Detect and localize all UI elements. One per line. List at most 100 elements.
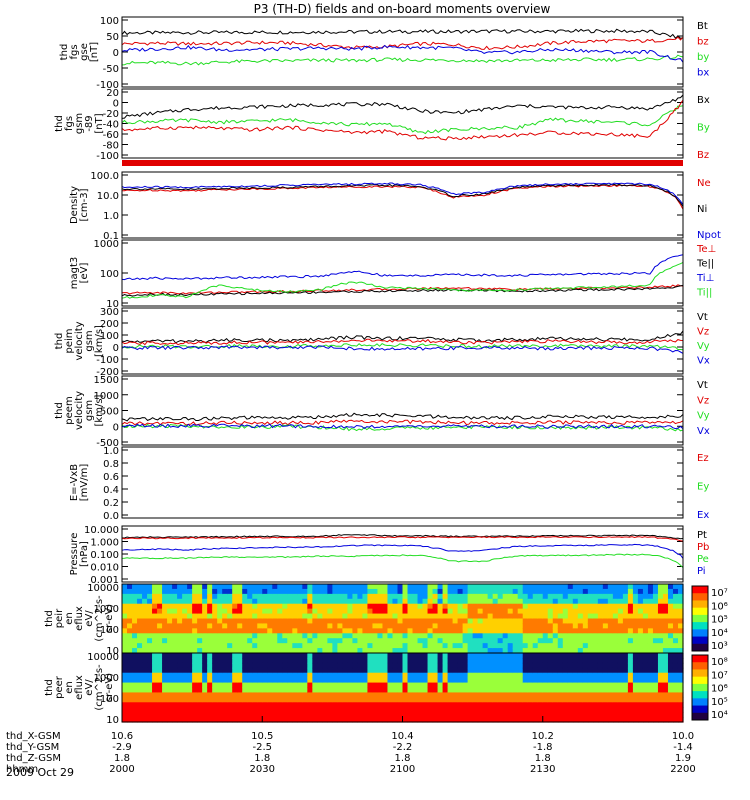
heatmap-cell [427,687,434,694]
heatmap-cell [307,717,313,723]
heatmap-cell [297,633,303,639]
heatmap-cell [427,584,434,590]
heatmap-cell [167,717,173,723]
heatmap-cell [642,608,649,615]
heatmap-cell [657,657,664,664]
heatmap-cell [157,593,163,600]
heatmap-cell [477,702,484,708]
ytick-label: -100 [96,80,119,91]
heatmap-cell [177,677,183,684]
heatmap-cell [417,598,424,605]
heatmap-cell [482,717,489,723]
heatmap-cell [627,638,634,644]
heatmap-cell [302,633,308,639]
ytick-label: 500 [100,407,119,418]
heatmap-cell [392,672,399,679]
heatmap-cell [447,662,454,669]
heatmap-cell [432,707,439,713]
heatmap-cell [652,717,659,723]
heatmap-cell [657,628,664,634]
heatmap-cell [632,712,639,718]
heatmap-cell [192,697,198,703]
heatmap-cell [497,657,504,664]
xaxis-value: 2200 [670,764,695,775]
heatmap-cell [237,653,243,659]
heatmap-cell [252,648,258,654]
ylabel-line: (cm^2-s- [94,664,105,711]
heatmap-cell [617,692,624,698]
heatmap-cell [462,653,469,659]
ylabel-line: sr-eV) [104,604,115,633]
heatmap-cell [452,702,459,708]
heatmap-cell [582,692,589,698]
heatmap-cell [147,662,153,669]
heatmap-cell [557,613,564,620]
heatmap-cell [622,687,629,694]
heatmap-cell [527,657,534,664]
heatmap-cell [512,717,519,723]
heatmap-cell [202,687,208,694]
heatmap-cell [657,618,664,625]
heatmap-cell [677,598,684,605]
heatmap-cell [642,628,649,634]
heatmap-cell [577,608,584,615]
heatmap-cell [567,633,574,639]
heatmap-cell [487,623,494,629]
heatmap-cell [137,633,143,639]
heatmap-cell [512,603,519,610]
heatmap-cell [387,628,394,634]
heatmap-cell [367,643,374,649]
heatmap-cell [457,707,464,713]
heatmap-cell [187,633,193,639]
heatmap-cell [357,672,364,679]
heatmap-cell [332,717,338,723]
heatmap-cell [557,598,564,605]
colorbar-frame [691,585,709,652]
heatmap-cell [147,707,153,713]
heatmap-cell [172,648,178,654]
heatmap-cell [502,618,509,625]
heatmap-cell [672,677,679,684]
heatmap-cell [482,593,489,600]
heatmap-cell [267,707,273,713]
heatmap-cell [562,628,569,634]
heatmap-cell [297,662,303,669]
heatmap-cell [322,643,328,649]
heatmap-cell [492,588,499,595]
heatmap-cell [142,643,148,649]
heatmap-cell [377,702,384,708]
heatmap-cell [652,682,659,689]
heatmap-cell [372,588,379,595]
ytick-label: 100 [100,269,119,280]
heatmap-cell [317,618,323,625]
heatmap-cell [162,648,168,654]
heatmap-cell [437,638,444,644]
heatmap-cell [292,702,298,708]
heatmap-cell [652,707,659,713]
heatmap-cell [647,588,654,595]
heatmap-cell [622,623,629,629]
heatmap-cell [407,667,414,674]
heatmap-cell [177,588,183,595]
heatmap-cell [672,603,679,610]
heatmap-cell [232,623,238,629]
heatmap-cell [332,588,338,595]
heatmap-cell [187,672,193,679]
heatmap-cell [372,697,379,703]
heatmap-cell [377,598,384,605]
heatmap-cell [182,608,188,615]
heatmap-cell [577,643,584,649]
heatmap-cell [532,648,539,654]
heatmap-cell [477,717,484,723]
heatmap-cell [612,662,619,669]
heatmap-cell [307,593,313,600]
heatmap-cell [657,717,664,723]
heatmap-cell [267,712,273,718]
heatmap-cell [327,584,333,590]
heatmap-cell [322,657,328,664]
heatmap-cell [417,682,424,689]
heatmap-cell [197,643,203,649]
heatmap-cell [327,717,333,723]
heatmap-cell [307,638,313,644]
ytick-label: -40 [103,120,119,131]
